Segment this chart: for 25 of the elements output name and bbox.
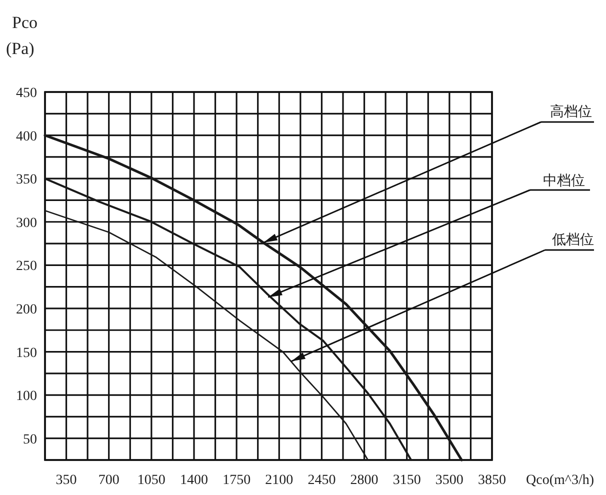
y-tick-label: 100 <box>16 389 37 404</box>
x-tick-label: 1050 <box>137 473 166 488</box>
x-tick-label: 1750 <box>222 473 251 488</box>
x-tick-label: 3500 <box>435 473 464 488</box>
x-tick-label: 350 <box>56 473 77 488</box>
annotation: 中档位 <box>543 172 585 188</box>
y-tick-label: 250 <box>16 259 37 274</box>
x-tick-label: 2800 <box>350 473 378 488</box>
y-tick-label: 50 <box>23 432 37 448</box>
y-tick-label: 150 <box>16 346 37 361</box>
x-tick-label: 3150 <box>392 473 421 488</box>
y-tick-label: 200 <box>16 302 37 318</box>
annotation: 低档位 <box>552 231 594 247</box>
y-tick-label: 300 <box>16 216 37 231</box>
x-tick-label: 2450 <box>308 473 336 488</box>
x-tick-label: 2100 <box>265 473 294 488</box>
x-axis-title: Qco(m^3/h) <box>526 473 594 488</box>
y-tick-label: 350 <box>16 172 37 188</box>
x-tick-label: 3850 <box>478 473 506 488</box>
x-tick-label: 700 <box>98 473 120 488</box>
y-tick-label: 450 <box>16 86 37 101</box>
annotation: 高档位 <box>550 103 592 119</box>
x-tick-label: 1400 <box>180 473 208 488</box>
y-axis-title: Pco (Pa) <box>6 13 38 58</box>
y-tick-label: 400 <box>16 129 37 144</box>
